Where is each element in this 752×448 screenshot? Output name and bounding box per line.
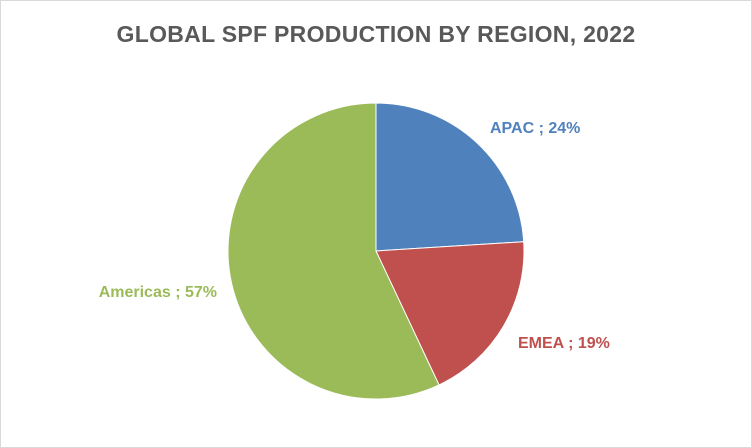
chart-title: GLOBAL SPF PRODUCTION BY REGION, 2022 [116, 21, 636, 47]
pie-slice-americas [227, 102, 440, 400]
data-label-americas: Americas ; 57% [99, 284, 217, 301]
pie-slice-emea [375, 241, 525, 386]
pie-slice-apac [375, 102, 525, 252]
data-label-emea: EMEA ; 19% [518, 335, 610, 352]
data-label-apac: APAC ; 24% [490, 120, 580, 137]
